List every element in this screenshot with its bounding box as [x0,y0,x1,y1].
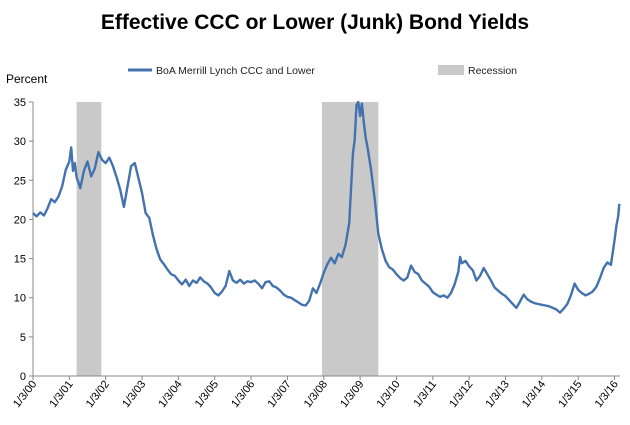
x-tick-label-10: 1/3/10 [375,378,403,409]
y-tick-label-15: 15 [14,254,26,266]
x-tick-label-9: 1/3/09 [338,378,366,409]
legend-label-line: BoA Merrill Lynch CCC and Lower [156,65,315,77]
x-tick-label-11: 1/3/11 [411,378,439,409]
x-ticks: 1/3/00 1/3/01 1/3/02 1/3/03 1/3/04 1/3/05 1/3/… [11,376,621,410]
y-tick-label-20: 20 [14,214,26,226]
recession-band-1 [321,102,379,376]
x-tick-label-12: 1/3/12 [447,378,475,409]
x-tick-label-1: 1/3/01 [47,378,75,409]
x-tick-label-8: 1/3/08 [302,378,330,409]
x-tick-label-14: 1/3/14 [520,378,548,409]
x-tick-label-16: 1/3/16 [593,378,621,409]
x-tick-label-4: 1/3/04 [156,378,184,409]
y-tick-label-25: 25 [14,175,26,187]
x-tick-label-15: 1/3/15 [556,378,584,409]
x-tick-label-5: 1/3/05 [193,378,221,409]
legend-recession-swatch [438,65,464,75]
legend: BoA Merrill Lynch CCC and Lower Recessio… [128,65,517,77]
recession-band-0 [76,102,102,376]
y-tick-label-0: 0 [20,371,26,383]
x-tick-label-7: 1/3/07 [265,378,293,409]
x-tick-label-0: 1/3/00 [11,378,39,409]
y-tick-label-5: 5 [20,332,26,344]
legend-label-recession: Recession [468,65,517,77]
y-tick-label-10: 10 [14,293,26,305]
y-tick-label-35: 35 [14,97,26,109]
y-tick-label-30: 30 [14,136,26,148]
recession-bands [76,102,379,376]
axes [32,102,620,377]
x-tick-label-13: 1/3/13 [484,378,512,409]
y-ticks: 0 5 10 15 20 25 30 35 [14,97,33,383]
x-tick-label-3: 1/3/03 [120,378,148,409]
x-tick-label-6: 1/3/06 [229,378,257,409]
chart-title: Effective CCC or Lower (Junk) Bond Yield… [101,11,529,34]
x-tick-label-2: 1/3/02 [84,378,112,409]
y-axis-label: Percent [6,72,48,86]
series-line-ccc-yield [32,100,621,314]
